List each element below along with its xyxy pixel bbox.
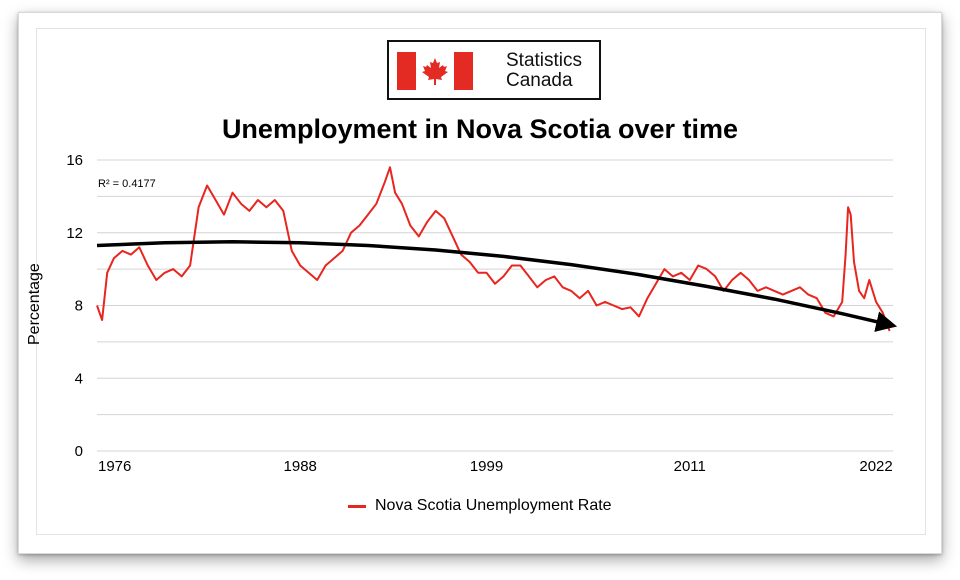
statistics-canada-logo: Statistics Canada: [387, 40, 601, 100]
x-tick-label: 2011: [674, 458, 706, 475]
y-tick-label: 8: [75, 298, 83, 315]
y-tick-label: 12: [66, 225, 83, 242]
y-axis-label: Percentage: [26, 263, 43, 345]
x-tick-label: 1988: [284, 458, 317, 475]
trendline: [96, 240, 898, 332]
y-tick-label: 16: [66, 152, 83, 169]
logo-line-1: Statistics: [506, 50, 583, 71]
series-line-unemployment-rate: [96, 166, 891, 332]
canada-flag-icon: [397, 52, 473, 90]
legend-swatch: [348, 504, 366, 508]
r-squared-label: R² = 0.4177: [98, 178, 156, 190]
x-tick-label: 2022: [859, 458, 892, 475]
y-tick-label: 0: [75, 443, 83, 460]
chart-title: Unemployment in Nova Scotia over time: [221, 114, 739, 144]
logo-text: Statistics Canada: [506, 51, 582, 91]
logo-line-2: Canada: [506, 70, 573, 91]
y-tick-label: 4: [75, 370, 83, 387]
legend: Nova Scotia Unemployment Rate: [348, 496, 612, 516]
x-tick-label: 1999: [470, 458, 503, 475]
x-tick-label: 1976: [98, 458, 131, 475]
legend-label: Nova Scotia Unemployment Rate: [375, 497, 612, 514]
